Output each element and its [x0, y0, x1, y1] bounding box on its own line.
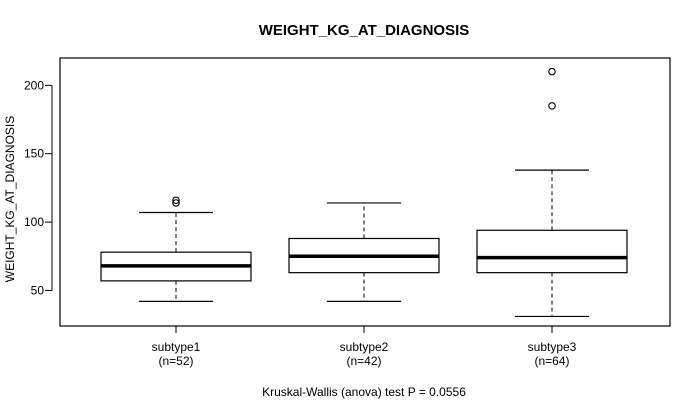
box-subtype3: subtype3(n=64) — [476, 67, 628, 368]
iqr-box — [476, 229, 628, 274]
x-count-label: (n=64) — [534, 354, 569, 368]
y-tick-label: 200 — [24, 78, 44, 92]
y-tick-label: 150 — [24, 147, 44, 161]
outlier-point — [172, 199, 180, 207]
chart-title: WEIGHT_KG_AT_DIAGNOSIS — [259, 22, 470, 39]
outlier-point — [548, 67, 556, 76]
x-category-label: subtype2 — [340, 340, 389, 354]
y-tick-label: 50 — [31, 283, 45, 297]
y-axis-label: WEIGHT_KG_AT_DIAGNOSIS — [3, 116, 17, 282]
x-category-label: subtype3 — [528, 340, 577, 354]
x-count-label: (n=42) — [346, 354, 381, 368]
outlier-point — [548, 102, 556, 110]
x-count-label: (n=52) — [158, 354, 193, 368]
box-subtype1: subtype1(n=52) — [100, 196, 252, 368]
box-subtype2: subtype2(n=42) — [288, 202, 440, 368]
footer-stat-text: Kruskal-Wallis (anova) test P = 0.0556 — [262, 385, 466, 399]
y-axis-ticks: 50 100 150 200 — [24, 78, 52, 297]
x-category-label: subtype1 — [152, 340, 201, 354]
outlier-point — [172, 196, 180, 204]
y-tick-label: 100 — [24, 215, 44, 229]
plot-frame — [59, 57, 671, 327]
box-group: subtype1(n=52)subtype2(n=42)subtype3(n=6… — [100, 67, 628, 368]
